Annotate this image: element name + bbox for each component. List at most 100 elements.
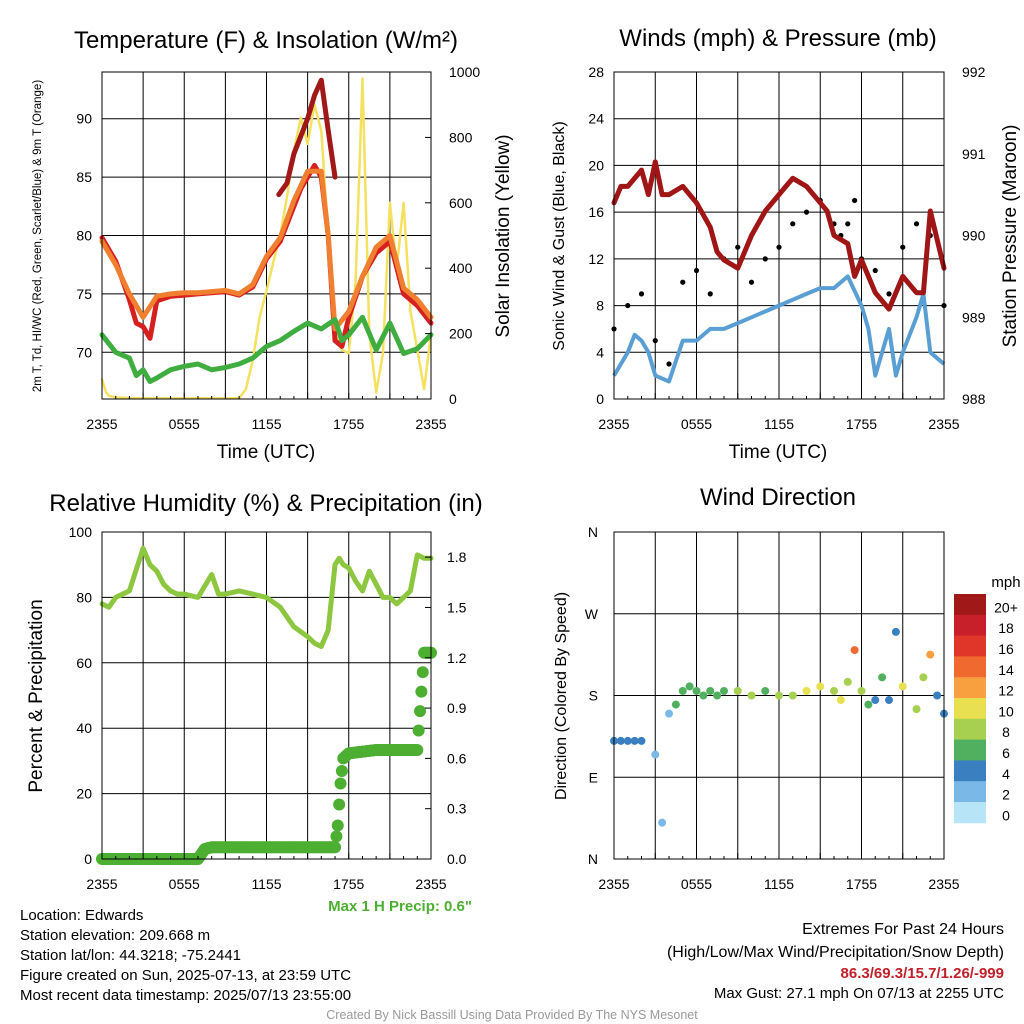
- precip-point: [416, 666, 429, 679]
- precip-point: [333, 798, 346, 811]
- y-tick-label: 85: [76, 169, 92, 185]
- gust-point: [852, 197, 858, 204]
- direction-point: [802, 686, 811, 695]
- humidity-y-label: Percent & Precipitation: [26, 599, 47, 792]
- temperature-y-label: 2m T, Td, HI/WC (Red, Green, Scarlet/Blu…: [32, 80, 44, 392]
- direction-point: [878, 673, 887, 682]
- direction-point: [637, 736, 646, 745]
- winds-panel: Winds (mph) & Pressure (mb) 2355 0555 1155…: [551, 25, 1021, 463]
- direction-point: [630, 736, 639, 745]
- wind-direction-title: Wind Direction: [700, 484, 856, 511]
- extremes-title: Extremes For Past 24 Hours: [802, 921, 1004, 938]
- x-tick-label: 1755: [846, 876, 877, 892]
- x-tick-label: 0555: [169, 416, 200, 432]
- y2-tick-label: 1.8: [447, 549, 467, 565]
- temperature-title: Temperature (F) & Insolation (W/m²): [74, 27, 458, 54]
- direction-point: [713, 691, 722, 700]
- y-tick-label: 28: [588, 64, 604, 80]
- legend-label: 8: [1002, 724, 1010, 740]
- x-tick-label: 2355: [928, 876, 959, 892]
- wind-y-label: Sonic Wind & Gust (Blue, Black): [551, 121, 568, 350]
- precip-point: [411, 744, 424, 756]
- gust-point: [707, 291, 713, 297]
- y-tick-label: 20: [588, 157, 604, 173]
- x-tick-label: 2355: [86, 416, 117, 432]
- legend-label: 10: [998, 703, 1014, 719]
- direction-point: [706, 686, 715, 695]
- legend-label: 0: [1002, 807, 1010, 823]
- y-tick-label: 80: [76, 589, 92, 605]
- x-tick-label: 1155: [251, 876, 281, 892]
- direction-point: [747, 691, 756, 700]
- y2-tick-label: 600: [449, 195, 473, 211]
- gust-point: [666, 361, 672, 367]
- direction-point: [671, 700, 680, 709]
- y-tick-label: 70: [76, 344, 92, 360]
- humidity-panel: Relative Humidity (%) & Precipitation (i…: [26, 490, 483, 915]
- legend-swatch: [954, 677, 986, 699]
- direction-point: [658, 818, 667, 827]
- y-tick-label: W: [585, 606, 599, 622]
- precip-point: [330, 830, 343, 843]
- y-tick-label: 80: [76, 228, 92, 244]
- x-tick-label: 2355: [415, 876, 446, 892]
- series-line-9m-t: [99, 168, 434, 332]
- y-tick-label: E: [589, 769, 598, 785]
- gust-point: [790, 221, 796, 227]
- legend-swatch: [954, 739, 986, 761]
- direction-point: [912, 705, 921, 714]
- legend-label: 16: [998, 641, 1014, 657]
- y-tick-label: 75: [76, 286, 92, 302]
- legend-title: mph: [991, 574, 1020, 591]
- x-tick-label: 2355: [598, 876, 629, 892]
- series-line-pressure: [611, 159, 947, 312]
- direction-point: [926, 650, 935, 659]
- x-tick-label: 2355: [598, 416, 629, 432]
- y-tick-label: 8: [596, 298, 604, 314]
- gust-point: [638, 291, 645, 297]
- direction-point: [692, 686, 701, 695]
- y-tick-label: 4: [596, 344, 604, 360]
- gust-point: [886, 291, 892, 297]
- y-tick-label: 24: [588, 111, 604, 127]
- y2-tick-label: 0.6: [447, 750, 467, 766]
- direction-point: [665, 709, 673, 718]
- direction-point: [830, 686, 838, 695]
- x-tick-label: 1155: [764, 876, 794, 892]
- y-tick-label: 0: [596, 391, 604, 407]
- legend-swatch: [954, 656, 986, 678]
- gust-point: [748, 279, 755, 285]
- precip-point: [415, 685, 428, 698]
- gust-point: [735, 244, 741, 250]
- humidity-title: Relative Humidity (%) & Precipitation (i…: [49, 490, 482, 517]
- x-tick-label: 1755: [846, 416, 877, 432]
- direction-point: [761, 686, 770, 695]
- y-tick-label: N: [588, 851, 598, 867]
- y2-tick-label: 988: [962, 391, 986, 407]
- wind-direction-y-label: Direction (Colored By Speed): [553, 592, 570, 800]
- y2-tick-label: 990: [962, 228, 986, 244]
- y-tick-label: 0: [84, 851, 92, 867]
- temperature-panel: Temperature (F) & Insolation (W/m²) 2355…: [32, 27, 514, 463]
- direction-point: [775, 691, 783, 700]
- direction-point: [871, 696, 880, 705]
- legend-swatch: [954, 760, 986, 782]
- legend-swatch: [954, 802, 986, 824]
- y2-tick-label: 0.0: [447, 851, 467, 867]
- x-tick-label: 0555: [681, 416, 712, 432]
- direction-point: [933, 691, 942, 700]
- pressure-y-label: Station Pressure (Maroon): [1000, 125, 1021, 348]
- legend-swatch: [954, 718, 986, 741]
- gust-point: [845, 221, 851, 227]
- legend-label: 20+: [994, 599, 1018, 615]
- x-tick-label: 1755: [333, 416, 364, 432]
- y-tick-label: 16: [588, 204, 604, 220]
- y2-tick-label: 0: [449, 391, 457, 407]
- gust-point: [913, 221, 920, 227]
- direction-point: [816, 682, 825, 691]
- direction-point: [678, 686, 687, 695]
- max-gust: Max Gust: 27.1 mph On 07/13 at 2255 UTC: [713, 985, 1004, 1002]
- series-line-hi: [276, 77, 338, 198]
- extremes-subtitle: (High/Low/Max Wind/Precipitation/Snow De…: [666, 944, 1004, 961]
